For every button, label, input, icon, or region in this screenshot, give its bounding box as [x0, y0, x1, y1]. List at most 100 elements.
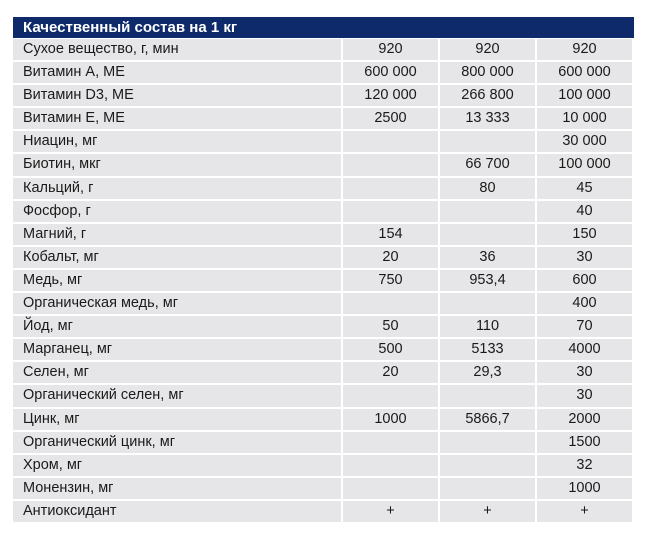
table-row: Селен, мг 20 29,3 30	[13, 362, 634, 386]
table-row: Биотин, мкг 66 700 100 000	[13, 154, 634, 178]
row-label: Йод, мг	[13, 316, 341, 340]
value-cell-2: 920	[440, 39, 535, 63]
row-label: Медь, мг	[13, 269, 341, 294]
value-cell-1	[343, 177, 438, 201]
value-cell-2	[440, 200, 535, 224]
table-row: Витамин D3, МЕ 120 000 266 800 100 000	[13, 85, 634, 109]
table-row: Хром, мг 32	[13, 454, 634, 478]
value-cell-2: 5866,7	[440, 408, 535, 432]
value-cell-2: 110	[440, 316, 535, 340]
row-label: Цинк, мг	[13, 408, 341, 432]
value-cell-3: 400	[537, 293, 632, 317]
value-cell-1	[343, 200, 438, 224]
table-row: Органический селен, мг 30	[13, 385, 634, 409]
composition-table: Качественный состав на 1 кг Сухое вещест…	[13, 17, 634, 524]
value-cell-3: 40	[537, 200, 632, 224]
value-cell-2: 36	[440, 246, 535, 270]
value-cell-3: 45	[537, 177, 632, 201]
value-cell-2: 13 333	[440, 108, 535, 132]
value-cell-1	[343, 454, 438, 478]
table-row: Магний, г 154 150	[13, 223, 634, 247]
value-cell-3: 70	[537, 316, 632, 340]
value-cell-1: 1000	[343, 408, 438, 432]
value-cell-1: 120 000	[343, 85, 438, 109]
value-cell-3: 150	[537, 223, 632, 247]
value-cell-2: 66 700	[440, 154, 535, 178]
value-cell-1: 154	[343, 223, 438, 247]
row-label: Органическая медь, мг	[13, 293, 341, 317]
value-cell-3: 100 000	[537, 85, 632, 109]
value-cell-3: 10 000	[537, 108, 632, 132]
table-row: Витамин А, МЕ 600 000 800 000 600 000	[13, 62, 634, 86]
value-cell-2	[440, 223, 535, 247]
value-cell-1	[343, 431, 438, 455]
table-row: Медь, мг 750 953,4 600	[13, 269, 634, 294]
value-cell-3: 1500	[537, 431, 632, 455]
row-label: Антиоксидант	[13, 500, 341, 524]
row-label: Кальций, г	[13, 177, 341, 201]
table-row: Кобальт, мг 20 36 30	[13, 246, 634, 270]
value-cell-3: 600 000	[537, 62, 632, 86]
value-cell-1	[343, 131, 438, 155]
row-label: Фосфор, г	[13, 200, 341, 224]
value-cell-2	[440, 385, 535, 409]
value-cell-3: 4000	[537, 339, 632, 363]
table-row: Антиоксидант + + +	[13, 500, 634, 524]
value-cell-3: 2000	[537, 408, 632, 432]
value-cell-2	[440, 477, 535, 501]
table-row: Фосфор, г 40	[13, 200, 634, 224]
value-cell-3: 1000	[537, 477, 632, 501]
value-cell-3: 32	[537, 454, 632, 478]
value-cell-3: 30	[537, 246, 632, 270]
table-row: Органическая медь, мг 400	[13, 293, 634, 317]
value-cell-1	[343, 154, 438, 178]
value-cell-1: 920	[343, 39, 438, 63]
value-cell-2	[440, 431, 535, 455]
row-label: Ниацин, мг	[13, 131, 341, 155]
row-label: Кобальт, мг	[13, 246, 341, 270]
value-cell-1: 50	[343, 316, 438, 340]
value-cell-1: 20	[343, 362, 438, 386]
value-cell-1: 500	[343, 339, 438, 363]
value-cell-1: 600 000	[343, 62, 438, 86]
row-label: Витамин Е, МЕ	[13, 108, 341, 132]
value-cell-2: 800 000	[440, 62, 535, 86]
value-cell-2	[440, 454, 535, 478]
value-cell-1: 20	[343, 246, 438, 270]
value-cell-3: 600	[537, 269, 632, 294]
value-cell-1	[343, 477, 438, 501]
value-cell-1: 2500	[343, 108, 438, 132]
value-cell-2	[440, 293, 535, 317]
row-label: Селен, мг	[13, 362, 341, 386]
row-label: Марганец, мг	[13, 339, 341, 363]
value-cell-2: 80	[440, 177, 535, 201]
row-label: Монензин, мг	[13, 477, 341, 501]
row-label: Витамин D3, МЕ	[13, 85, 341, 109]
value-cell-3: +	[537, 500, 632, 524]
value-cell-3: 30	[537, 362, 632, 386]
row-label: Биотин, мкг	[13, 154, 341, 178]
value-cell-3: 30	[537, 385, 632, 409]
row-label: Сухое вещество, г, мин	[13, 39, 341, 63]
value-cell-1: 750	[343, 269, 438, 294]
value-cell-1: +	[343, 500, 438, 524]
table-row: Цинк, мг 1000 5866,7 2000	[13, 408, 634, 432]
value-cell-2: 953,4	[440, 269, 535, 294]
value-cell-2: 5133	[440, 339, 535, 363]
table-title: Качественный состав на 1 кг	[13, 17, 634, 39]
table-row: Ниацин, мг 30 000	[13, 131, 634, 155]
table-row: Монензин, мг 1000	[13, 477, 634, 501]
table-row: Органический цинк, мг 1500	[13, 431, 634, 455]
value-cell-1	[343, 385, 438, 409]
value-cell-2	[440, 131, 535, 155]
row-label: Магний, г	[13, 223, 341, 247]
table-row: Сухое вещество, г, мин 920 920 920	[13, 39, 634, 63]
value-cell-2: 29,3	[440, 362, 535, 386]
value-cell-2: +	[440, 500, 535, 524]
table-row: Марганец, мг 500 5133 4000	[13, 339, 634, 363]
table-row: Йод, мг 50 110 70	[13, 316, 634, 340]
table-row: Кальций, г 80 45	[13, 177, 634, 201]
row-label: Органический цинк, мг	[13, 431, 341, 455]
row-label: Хром, мг	[13, 454, 341, 478]
row-label: Органический селен, мг	[13, 385, 341, 409]
